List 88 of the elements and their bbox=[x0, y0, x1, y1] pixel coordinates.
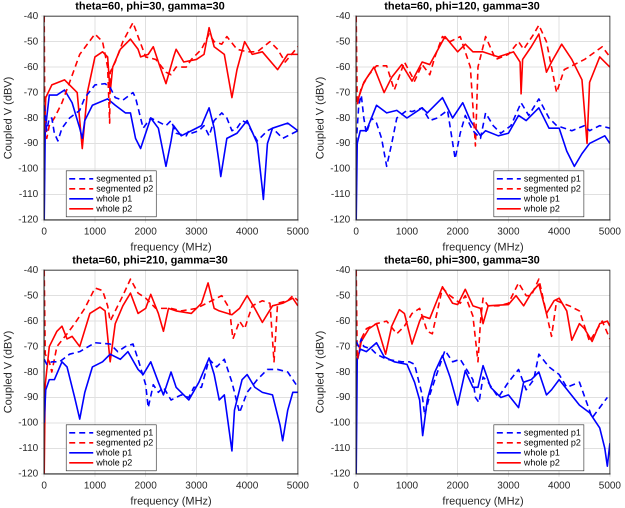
x-tick-label: 2000 bbox=[446, 480, 470, 492]
x-tick-label: 3000 bbox=[185, 226, 208, 238]
y-tick-label: -110 bbox=[330, 189, 351, 200]
x-axis-title: frequency (MHz) bbox=[442, 241, 524, 254]
y-tick-label: -110 bbox=[330, 443, 351, 454]
y-tick-label: -60 bbox=[336, 316, 351, 327]
y-tick-label: -110 bbox=[18, 189, 39, 200]
x-axis-title: frequency (MHz) bbox=[130, 495, 212, 508]
chart-title: theta=60, phi=30, gamma=30 bbox=[75, 0, 225, 13]
x-tick-label: 3000 bbox=[497, 226, 520, 238]
x-tick-label: 1000 bbox=[396, 480, 419, 492]
x-tick-label: 5000 bbox=[286, 226, 310, 238]
y-tick-label: -70 bbox=[24, 341, 39, 352]
legend-label: segmented p1 bbox=[524, 427, 581, 438]
x-tick-label: 4000 bbox=[548, 480, 571, 492]
x-tick-label: 2000 bbox=[134, 226, 158, 238]
legend-label: segmented p1 bbox=[524, 173, 581, 184]
y-tick-label: -50 bbox=[336, 36, 351, 48]
x-tick-label: 4000 bbox=[236, 226, 259, 238]
legend-label: segmented p2 bbox=[524, 183, 581, 194]
y-tick-label: -100 bbox=[18, 164, 39, 175]
y-tick-label: -80 bbox=[24, 112, 39, 124]
legend-label: whole p2 bbox=[95, 203, 132, 214]
y-tick-label: -110 bbox=[18, 443, 39, 454]
x-tick-label: 4000 bbox=[548, 226, 571, 238]
x-tick-label: 1000 bbox=[396, 226, 419, 238]
y-tick-label: -120 bbox=[18, 214, 39, 226]
y-tick-label: -70 bbox=[336, 87, 351, 98]
y-tick-label: -60 bbox=[336, 62, 351, 73]
y-tick-label: -50 bbox=[24, 36, 39, 48]
y-tick-label: -50 bbox=[336, 290, 351, 302]
y-tick-label: -120 bbox=[330, 214, 351, 226]
y-tick-label: -50 bbox=[24, 290, 39, 302]
x-tick-label: 2000 bbox=[446, 226, 470, 238]
y-tick-label: -90 bbox=[24, 138, 39, 150]
y-axis-title: Coupled V (dBV) bbox=[314, 330, 327, 414]
legend-label: whole p1 bbox=[522, 193, 560, 204]
y-tick-label: -90 bbox=[336, 138, 351, 150]
x-tick-label: 0 bbox=[353, 226, 360, 238]
y-tick-label: -40 bbox=[24, 264, 39, 276]
x-tick-label: 5000 bbox=[598, 226, 622, 238]
x-tick-label: 3000 bbox=[185, 480, 208, 492]
y-tick-label: -80 bbox=[336, 366, 351, 378]
y-tick-label: -70 bbox=[24, 87, 39, 98]
legend-label: segmented p2 bbox=[524, 437, 581, 448]
y-tick-label: -100 bbox=[18, 418, 39, 429]
legend-label: whole p1 bbox=[95, 447, 132, 458]
legend-label: segmented p1 bbox=[96, 427, 154, 438]
x-tick-label: 3000 bbox=[497, 480, 520, 492]
y-axis-title: Coupled V (dBV) bbox=[2, 76, 15, 160]
y-tick-label: -100 bbox=[330, 164, 351, 175]
y-axis-title: Coupled V (dBV) bbox=[2, 330, 15, 414]
legend-label: whole p1 bbox=[522, 447, 560, 458]
legend-label: segmented p2 bbox=[96, 437, 154, 448]
y-tick-label: -40 bbox=[336, 10, 351, 22]
y-tick-label: -70 bbox=[336, 341, 351, 352]
legend-label: whole p2 bbox=[522, 203, 560, 214]
x-tick-label: 2000 bbox=[134, 480, 158, 492]
x-tick-label: 5000 bbox=[286, 480, 310, 492]
x-tick-label: 4000 bbox=[236, 480, 259, 492]
legend-label: segmented p1 bbox=[96, 173, 154, 184]
y-tick-label: -60 bbox=[24, 316, 39, 327]
y-tick-label: -80 bbox=[336, 112, 351, 124]
legend-label: whole p1 bbox=[95, 193, 132, 204]
x-tick-label: 0 bbox=[41, 226, 48, 238]
y-tick-label: -40 bbox=[336, 264, 351, 276]
legend-label: segmented p2 bbox=[96, 183, 154, 194]
chart-title: theta=60, phi=210, gamma=30 bbox=[72, 254, 228, 267]
y-tick-label: -120 bbox=[18, 468, 39, 480]
y-tick-label: -90 bbox=[336, 392, 351, 404]
x-tick-label: 0 bbox=[41, 480, 48, 492]
y-tick-label: -100 bbox=[330, 418, 351, 429]
chart-title: theta=60, phi=300, gamma=30 bbox=[384, 254, 540, 267]
y-axis-title: Coupled V (dBV) bbox=[314, 76, 327, 160]
legend-label: whole p2 bbox=[522, 457, 560, 468]
y-tick-label: -120 bbox=[330, 468, 351, 480]
legend-label: whole p2 bbox=[95, 457, 132, 468]
x-tick-label: 0 bbox=[353, 480, 360, 492]
x-axis-title: frequency (MHz) bbox=[130, 241, 212, 254]
x-axis-title: frequency (MHz) bbox=[442, 495, 524, 508]
x-tick-label: 1000 bbox=[84, 226, 107, 238]
y-tick-label: -60 bbox=[24, 62, 39, 73]
y-tick-label: -80 bbox=[24, 366, 39, 378]
x-tick-label: 5000 bbox=[598, 480, 622, 492]
chart-title: theta=60, phi=120, gamma=30 bbox=[384, 0, 540, 13]
x-tick-label: 1000 bbox=[84, 480, 107, 492]
y-tick-label: -90 bbox=[24, 392, 39, 404]
y-tick-label: -40 bbox=[24, 10, 39, 22]
